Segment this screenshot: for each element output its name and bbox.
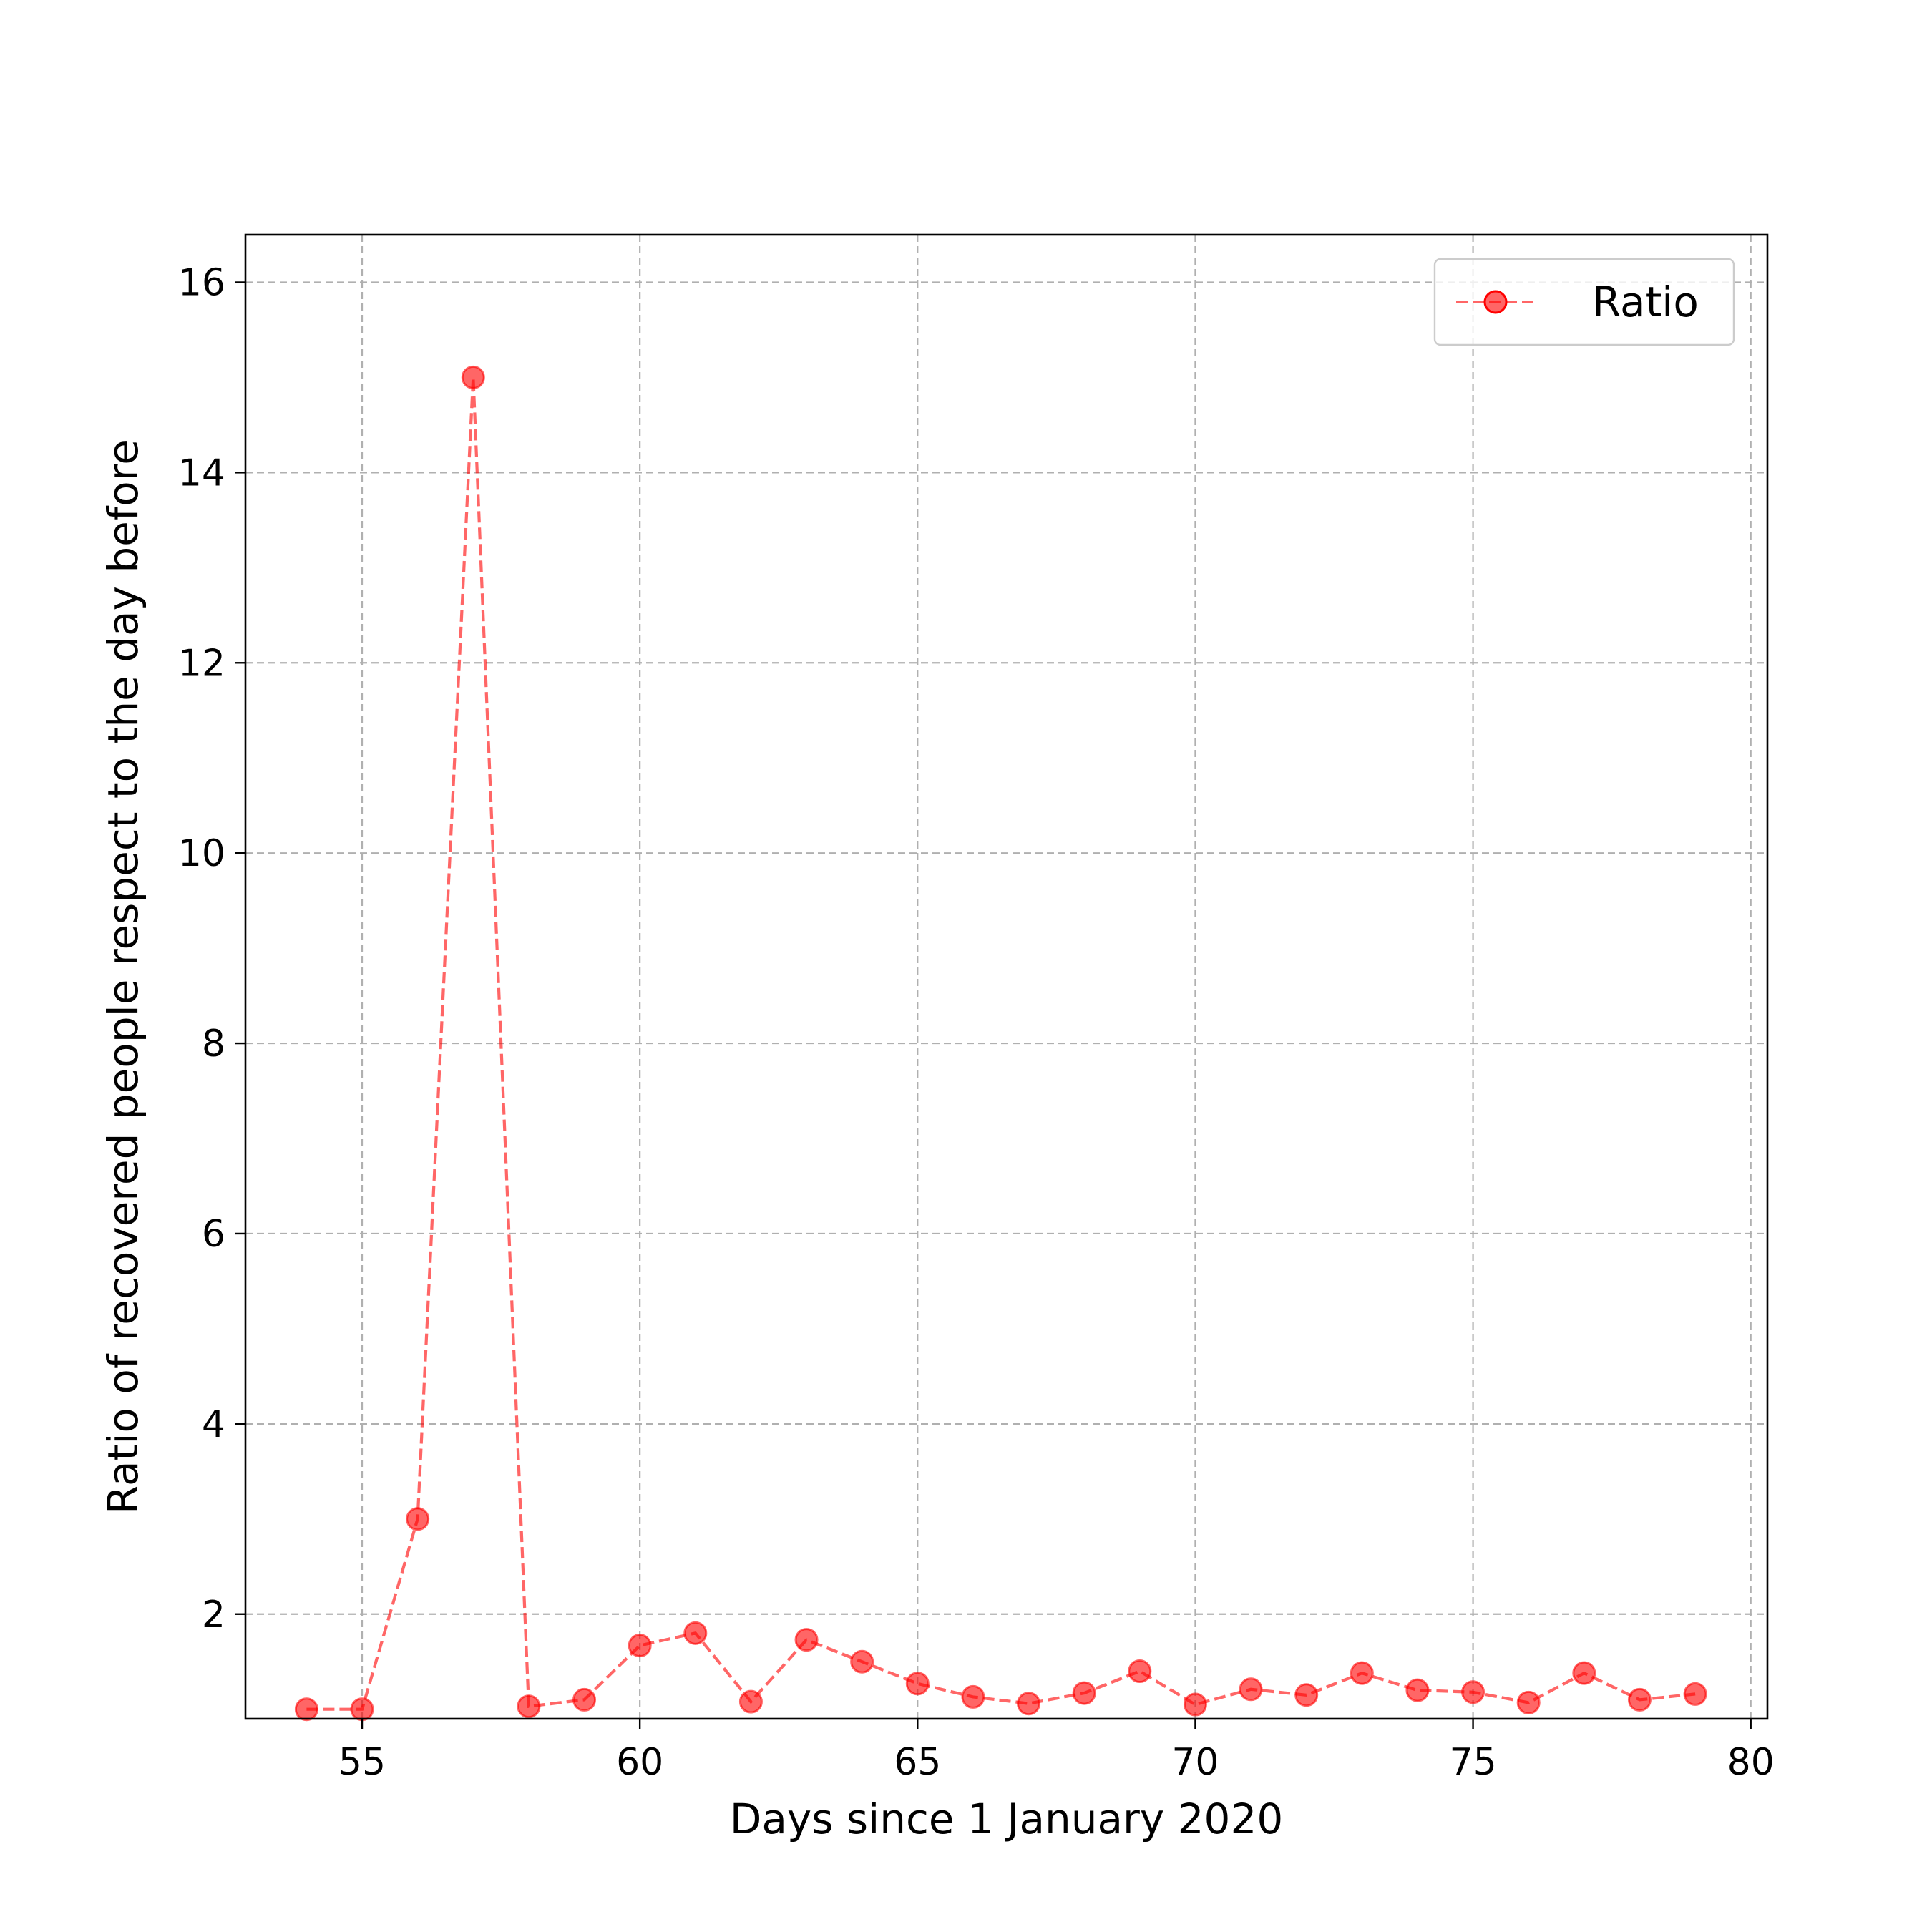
data-point bbox=[1350, 1661, 1374, 1685]
data-point bbox=[294, 1697, 318, 1722]
data-point bbox=[628, 1634, 652, 1658]
y-tick-label: 8 bbox=[202, 1023, 225, 1065]
data-point bbox=[683, 1621, 708, 1645]
data-point bbox=[1017, 1692, 1041, 1716]
y-tick-label: 16 bbox=[178, 261, 225, 304]
data-point bbox=[1128, 1659, 1152, 1684]
data-point bbox=[1239, 1677, 1263, 1702]
data-point bbox=[1572, 1661, 1596, 1685]
data-point bbox=[1072, 1681, 1096, 1705]
x-tick-label: 55 bbox=[338, 1741, 386, 1784]
data-point bbox=[794, 1628, 819, 1652]
legend: Ratio bbox=[1433, 258, 1735, 346]
y-axis-label: Ratio of recovered people respect to the… bbox=[99, 439, 147, 1514]
data-point bbox=[1405, 1678, 1430, 1702]
legend-marker bbox=[1483, 290, 1508, 314]
data-point bbox=[406, 1507, 430, 1531]
series-layer bbox=[294, 365, 1707, 1722]
legend-label: Ratio bbox=[1592, 278, 1699, 326]
y-tick-label: 14 bbox=[178, 452, 225, 494]
data-point bbox=[1627, 1687, 1652, 1712]
plot-frame bbox=[244, 233, 1769, 1720]
data-point bbox=[1294, 1683, 1319, 1707]
data-point bbox=[461, 365, 485, 389]
x-tick-label: 75 bbox=[1449, 1741, 1496, 1784]
y-tick-label: 10 bbox=[178, 832, 225, 875]
data-point bbox=[350, 1697, 374, 1722]
data-point bbox=[850, 1649, 874, 1674]
legend-box bbox=[1433, 258, 1735, 346]
x-tick-label: 60 bbox=[616, 1741, 663, 1784]
x-tick-label: 65 bbox=[894, 1741, 941, 1784]
y-tick-label: 2 bbox=[202, 1594, 225, 1636]
x-tick-label: 70 bbox=[1171, 1741, 1219, 1784]
data-point bbox=[1683, 1682, 1707, 1706]
data-point bbox=[1461, 1680, 1485, 1704]
x-tick-label: 80 bbox=[1727, 1741, 1775, 1784]
x-axis-label: Days since 1 January 2020 bbox=[730, 1795, 1284, 1843]
data-point bbox=[572, 1687, 597, 1712]
axis-ticks: 55 60 65 70 75 80 2 4 6 8 10 12 14 16 bbox=[178, 261, 1775, 1784]
data-point bbox=[1183, 1692, 1207, 1717]
y-tick-label: 4 bbox=[202, 1403, 225, 1446]
y-tick-label: 6 bbox=[202, 1213, 225, 1256]
data-point bbox=[738, 1689, 763, 1714]
y-tick-label: 12 bbox=[178, 642, 225, 685]
data-point bbox=[517, 1694, 541, 1719]
data-point bbox=[1516, 1690, 1541, 1714]
data-point bbox=[905, 1672, 930, 1696]
data-point bbox=[961, 1684, 985, 1709]
grid bbox=[245, 235, 1767, 1719]
